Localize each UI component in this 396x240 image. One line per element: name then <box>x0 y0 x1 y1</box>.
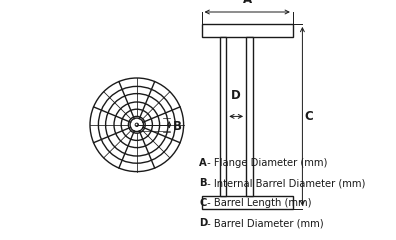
Bar <box>202 196 293 209</box>
Text: - Barrel Length (mm): - Barrel Length (mm) <box>204 198 312 208</box>
Text: A: A <box>243 0 252 6</box>
Text: - Internal Barrel Diameter (mm): - Internal Barrel Diameter (mm) <box>204 178 366 188</box>
Text: - Barrel Diameter (mm): - Barrel Diameter (mm) <box>204 218 324 228</box>
Circle shape <box>135 123 139 126</box>
Text: - Flange Diameter (mm): - Flange Diameter (mm) <box>204 158 328 168</box>
Text: A: A <box>199 158 207 168</box>
Text: C: C <box>305 110 314 123</box>
Text: B: B <box>173 120 182 132</box>
Text: D: D <box>199 218 208 228</box>
Bar <box>202 24 293 37</box>
Text: B: B <box>199 178 207 188</box>
Text: C: C <box>199 198 207 208</box>
Text: D: D <box>231 89 241 102</box>
Bar <box>246 37 253 196</box>
Bar <box>220 37 227 196</box>
